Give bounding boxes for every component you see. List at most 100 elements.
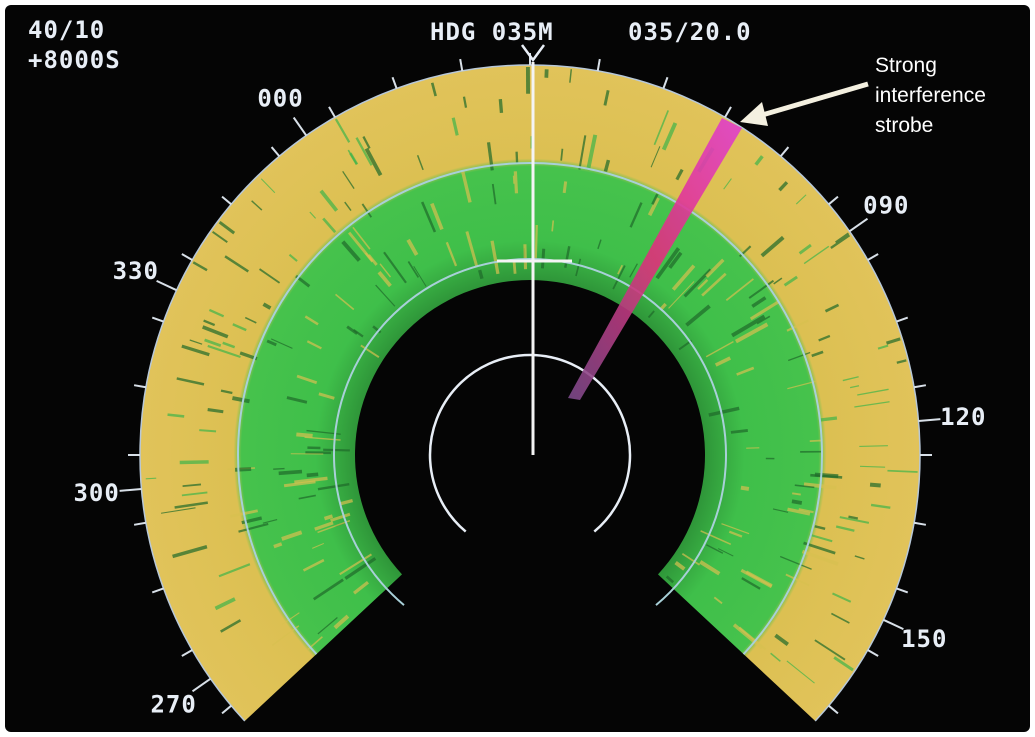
speckle — [218, 220, 236, 235]
speckle — [717, 548, 734, 557]
speckle — [273, 542, 283, 549]
speckle — [833, 656, 854, 672]
speckle — [723, 178, 732, 190]
speckle — [534, 224, 538, 260]
bearing-tick — [151, 316, 164, 323]
speckle — [460, 170, 472, 203]
speckle — [465, 231, 479, 268]
bearing-tick — [133, 521, 147, 526]
bearing-label: 330 — [113, 257, 159, 285]
speckle — [451, 117, 459, 136]
speckle — [839, 516, 870, 524]
speckle — [273, 467, 285, 470]
speckle — [842, 376, 859, 382]
speckle — [786, 660, 815, 684]
speckle — [701, 272, 727, 297]
speckle — [266, 339, 277, 347]
speckle — [251, 200, 263, 211]
speckle — [786, 319, 809, 332]
speckle — [819, 416, 838, 422]
speckle — [262, 302, 272, 310]
speckle — [787, 351, 811, 362]
speckle — [208, 308, 225, 318]
speckle — [814, 639, 846, 661]
bearing-tick — [181, 649, 193, 657]
cursor-readout: 035/20.0 — [628, 18, 752, 46]
speckle — [741, 577, 761, 590]
speckle — [207, 344, 241, 359]
speckle — [189, 339, 203, 345]
bearing-tick — [181, 253, 193, 261]
bearing-tick — [867, 253, 879, 261]
speckle — [740, 485, 750, 491]
speckle — [731, 314, 766, 338]
speckle — [629, 263, 638, 278]
speckle — [298, 494, 316, 500]
offset-readout: +8000S — [28, 46, 121, 74]
speckle — [222, 341, 236, 349]
speckle — [352, 226, 371, 250]
range-readout: 40/10 — [28, 16, 105, 44]
speckle — [787, 507, 811, 516]
bearing-tick-major — [883, 618, 904, 631]
speckle — [809, 533, 833, 543]
speckle — [361, 203, 373, 218]
speckle — [655, 247, 681, 280]
bearing-tick — [896, 587, 909, 594]
speckle — [220, 389, 233, 395]
speckle — [317, 519, 351, 534]
annotation-line: interference — [875, 84, 986, 107]
speckle — [212, 231, 228, 243]
bearing-tick — [828, 195, 839, 206]
speckle — [260, 178, 276, 194]
annotation-arrowhead — [740, 102, 768, 126]
speckle — [413, 266, 427, 287]
speckle — [172, 545, 208, 559]
speckle — [575, 258, 582, 277]
speckle — [344, 201, 352, 212]
speckle — [214, 597, 236, 611]
speckle — [714, 356, 732, 367]
bearing-label: 270 — [150, 691, 196, 719]
fan-returns — [140, 65, 920, 721]
heading-marker — [520, 44, 546, 63]
speckle — [749, 299, 781, 321]
speckle — [360, 344, 380, 358]
speckle — [323, 514, 334, 521]
speckle — [309, 211, 317, 219]
speckle — [830, 234, 851, 249]
speckle — [181, 491, 208, 497]
speckle — [377, 270, 392, 288]
speckle — [792, 492, 801, 496]
range-ring — [333, 258, 727, 606]
speckle — [224, 255, 249, 273]
speckle — [513, 171, 519, 194]
speckle — [708, 406, 740, 417]
speckle — [288, 253, 298, 262]
speckle — [730, 429, 748, 434]
speckle — [560, 148, 564, 161]
speckle — [869, 482, 881, 488]
speckle — [647, 197, 660, 217]
speckle — [854, 555, 865, 560]
speckle — [318, 392, 335, 400]
speckle — [798, 508, 814, 514]
speckle — [578, 135, 587, 170]
speckle — [202, 325, 229, 339]
speckle — [339, 499, 353, 506]
speckle — [341, 240, 361, 262]
speckle — [244, 316, 257, 324]
speckle — [145, 477, 157, 480]
speckle — [772, 508, 789, 513]
speckle — [794, 484, 815, 489]
bearing-tick — [596, 58, 601, 72]
speckle — [322, 217, 337, 234]
speckle — [306, 340, 322, 350]
speckle — [220, 619, 242, 633]
speckle — [512, 260, 517, 274]
speckle — [803, 245, 830, 265]
bearing-tick — [779, 146, 790, 157]
speckle — [181, 344, 210, 357]
speckle — [787, 380, 816, 390]
speckle — [375, 284, 396, 307]
